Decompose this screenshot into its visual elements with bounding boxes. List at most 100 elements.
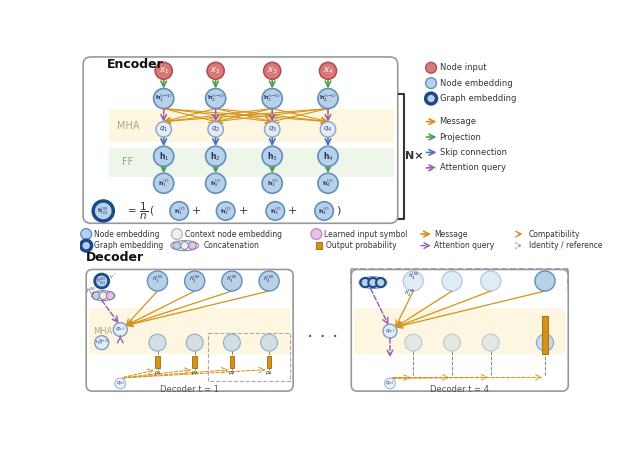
Text: $\mathbf{h}_4$: $\mathbf{h}_4$ xyxy=(323,150,333,163)
Text: $x_3$: $x_3$ xyxy=(267,66,278,76)
Circle shape xyxy=(482,334,499,351)
Circle shape xyxy=(403,271,423,291)
Circle shape xyxy=(264,62,281,79)
Circle shape xyxy=(180,242,189,250)
Circle shape xyxy=(264,122,280,137)
Circle shape xyxy=(311,229,322,239)
Text: $x_1$: $x_1$ xyxy=(159,66,169,76)
Text: Message: Message xyxy=(434,229,468,238)
Text: Attention query: Attention query xyxy=(440,163,506,172)
Text: $\mathbf{h}_3^{(t\!-\!1)}$: $\mathbf{h}_3^{(t\!-\!1)}$ xyxy=(263,93,281,104)
Text: $\mathbf{h}_3^{(\ell)}$: $\mathbf{h}_3^{(\ell)}$ xyxy=(266,177,278,189)
Circle shape xyxy=(154,88,174,109)
Text: $q_{(c)}$: $q_{(c)}$ xyxy=(115,326,125,333)
Text: $h_3^{(N)}$: $h_3^{(N)}$ xyxy=(226,274,237,285)
Circle shape xyxy=(92,292,100,299)
Circle shape xyxy=(262,146,282,166)
Text: $q_2$: $q_2$ xyxy=(211,125,220,134)
Text: $q_3$: $q_3$ xyxy=(268,125,276,134)
Text: $+$: $+$ xyxy=(191,206,202,216)
Circle shape xyxy=(149,334,166,351)
Text: Learned input symbol: Learned input symbol xyxy=(324,229,408,238)
Text: Projection: Projection xyxy=(440,132,481,141)
Text: FF: FF xyxy=(122,158,134,167)
Text: $\mathbf{h}_2^{(\ell)}$: $\mathbf{h}_2^{(\ell)}$ xyxy=(220,205,231,217)
Circle shape xyxy=(404,334,422,351)
Circle shape xyxy=(320,122,336,137)
Text: $q_4$: $q_4$ xyxy=(323,125,333,134)
Circle shape xyxy=(156,122,172,137)
Text: $p_1$: $p_1$ xyxy=(154,369,161,377)
Circle shape xyxy=(207,62,224,79)
Circle shape xyxy=(186,334,204,351)
Circle shape xyxy=(266,202,285,220)
Text: $\mathbf{h}_3$: $\mathbf{h}_3$ xyxy=(267,150,278,163)
Circle shape xyxy=(95,274,109,288)
Circle shape xyxy=(535,271,555,291)
Text: $\mathbf{h}_3^{(\ell)}$: $\mathbf{h}_3^{(\ell)}$ xyxy=(269,205,281,217)
Circle shape xyxy=(155,62,172,79)
Text: Decoder t = 4: Decoder t = 4 xyxy=(430,385,489,394)
Circle shape xyxy=(208,122,223,137)
Text: $q_1$: $q_1$ xyxy=(159,125,168,134)
Text: Output probability: Output probability xyxy=(326,241,396,250)
Circle shape xyxy=(260,334,278,351)
Text: $)$: $)$ xyxy=(336,204,342,217)
Circle shape xyxy=(385,378,396,389)
Text: Attention query: Attention query xyxy=(434,241,495,250)
Text: $h_{(c)}^{(N\!+\!1)}$: $h_{(c)}^{(N\!+\!1)}$ xyxy=(95,337,109,348)
Circle shape xyxy=(106,292,114,299)
Text: Decoder: Decoder xyxy=(86,251,145,264)
Bar xyxy=(155,357,160,368)
Text: $x_4$: $x_4$ xyxy=(323,66,333,76)
Text: Concatenation: Concatenation xyxy=(204,241,260,250)
Text: $h_2^{(N)}$: $h_2^{(N)}$ xyxy=(189,274,200,285)
Bar xyxy=(90,308,290,354)
Text: $\mathbf{h}_1^{(\ell)}$: $\mathbf{h}_1^{(\ell)}$ xyxy=(158,177,170,189)
Text: $+$: $+$ xyxy=(287,206,298,216)
Circle shape xyxy=(444,334,461,351)
Circle shape xyxy=(315,202,333,220)
Bar xyxy=(355,308,565,354)
Text: $q_{(c)}$: $q_{(c)}$ xyxy=(385,327,395,335)
Circle shape xyxy=(170,202,189,220)
Circle shape xyxy=(360,278,370,287)
Circle shape xyxy=(481,271,501,291)
Text: MHA: MHA xyxy=(93,326,113,335)
Circle shape xyxy=(95,336,109,350)
Text: Decoder t = 1: Decoder t = 1 xyxy=(160,385,219,394)
Text: $p_4$: $p_4$ xyxy=(265,369,273,377)
Text: Node embedding: Node embedding xyxy=(440,79,512,88)
Text: $q_{(c)}$: $q_{(c)}$ xyxy=(385,380,395,387)
Circle shape xyxy=(216,202,235,220)
Bar xyxy=(230,357,234,368)
FancyBboxPatch shape xyxy=(86,269,293,391)
Circle shape xyxy=(442,271,462,291)
Circle shape xyxy=(223,334,241,351)
Text: $h_3^{(N)}$: $h_3^{(N)}$ xyxy=(408,271,419,282)
Text: Compatibility: Compatibility xyxy=(529,229,580,238)
Bar xyxy=(267,357,271,368)
Circle shape xyxy=(318,146,338,166)
Circle shape xyxy=(262,173,282,193)
Bar xyxy=(316,242,322,250)
Text: $h_{(G)}^{(N)}$: $h_{(G)}^{(N)}$ xyxy=(97,276,107,286)
Text: Skip connection: Skip connection xyxy=(440,148,507,157)
Text: Identity / reference: Identity / reference xyxy=(529,241,602,250)
Circle shape xyxy=(259,271,279,291)
Text: $\mathbf{h}_4^{(\ell)}$: $\mathbf{h}_4^{(\ell)}$ xyxy=(323,177,333,189)
Text: $\mathbf{h}_4^{(\ell)}$: $\mathbf{h}_4^{(\ell)}$ xyxy=(319,205,330,217)
Bar xyxy=(109,148,394,177)
Text: Context node embedding: Context node embedding xyxy=(184,229,282,238)
Text: $\mathbf{h}_2$: $\mathbf{h}_2$ xyxy=(211,150,221,163)
Text: $\mathbf{h}_4^{(t\!-\!1)}$: $\mathbf{h}_4^{(t\!-\!1)}$ xyxy=(319,93,337,104)
Text: $q_{(c)}$: $q_{(c)}$ xyxy=(116,380,125,387)
Text: $\mathbf{h}_1^{(t\!-\!1)}$: $\mathbf{h}_1^{(t\!-\!1)}$ xyxy=(155,93,173,104)
Text: $v^*$: $v^*$ xyxy=(109,272,116,281)
Bar xyxy=(193,357,197,368)
Text: $\mathbf{h}_2^{(t\!-\!1)}$: $\mathbf{h}_2^{(t\!-\!1)}$ xyxy=(207,93,225,104)
Circle shape xyxy=(262,88,282,109)
Circle shape xyxy=(147,271,168,291)
Text: MHA: MHA xyxy=(117,121,140,131)
Circle shape xyxy=(318,173,338,193)
